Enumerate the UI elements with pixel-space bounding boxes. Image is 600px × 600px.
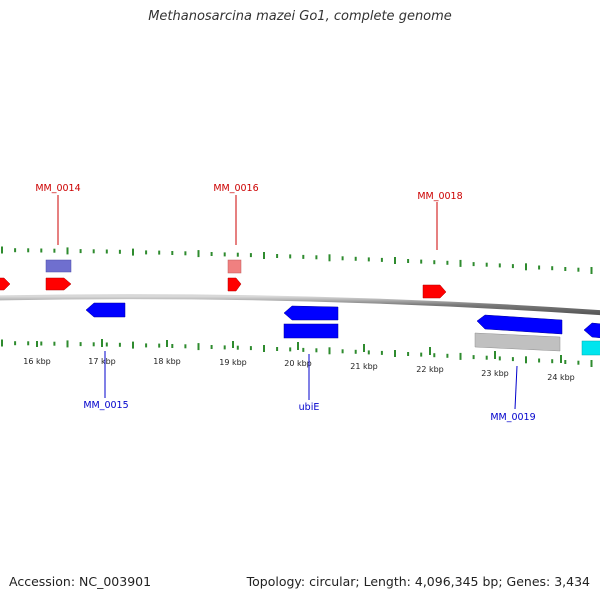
cds-mm0019-upper[interactable] <box>476 314 563 335</box>
gene-label-mm0019[interactable]: MM_0019 <box>490 412 535 423</box>
reverse-gene-labels: MM_0015 ubiE MM_0019 <box>83 351 536 423</box>
scale-label-22kbp: 22 kbp <box>416 365 444 374</box>
gene-label-ubie[interactable]: ubiE <box>299 402 320 413</box>
gene-label-mm0018[interactable]: MM_0018 <box>417 191 462 202</box>
scale-label-20kbp: 20 kbp <box>284 359 312 368</box>
forward-strand-features <box>0 259 447 299</box>
scale-label-16kbp: 16 kbp <box>23 357 51 366</box>
scale-labels: 16 kbp 17 kbp 18 kbp 19 kbp 20 kbp 21 kb… <box>23 339 575 382</box>
genome-title: Methanosarcina mazei Go1, complete genom… <box>148 9 452 24</box>
cds-right-edge[interactable] <box>583 322 600 339</box>
cds-ubie-lower[interactable] <box>283 323 339 339</box>
lower-tick-track <box>1 339 593 367</box>
gene-label-mm0016[interactable]: MM_0016 <box>213 183 258 194</box>
upper-tick-track <box>1 246 593 274</box>
scale-label-17kbp: 17 kbp <box>88 357 116 366</box>
cds-mm0014[interactable] <box>45 277 72 291</box>
cds-left-edge[interactable] <box>0 277 11 291</box>
gene-label-mm0015[interactable]: MM_0015 <box>83 400 128 411</box>
cds-mm0016[interactable] <box>227 277 242 292</box>
feature-mm0014-gene[interactable] <box>45 259 72 273</box>
feature-mm0016-rna[interactable] <box>227 259 242 274</box>
topology-info: Topology: circular; Length: 4,096,345 bp… <box>246 574 590 589</box>
reverse-strand-features <box>85 302 600 356</box>
cds-mm0015[interactable] <box>85 302 126 318</box>
gene-label-mm0014[interactable]: MM_0014 <box>35 183 80 194</box>
cds-ubie-upper[interactable] <box>283 305 339 321</box>
forward-gene-labels: MM_0014 MM_0016 MM_0018 <box>35 183 463 250</box>
callout-line-mm0019 <box>514 365 518 410</box>
scale-label-24kbp: 24 kbp <box>547 373 575 382</box>
scale-label-19kbp: 19 kbp <box>219 358 247 367</box>
cds-mm0018[interactable] <box>422 284 447 299</box>
scale-label-23kbp: 23 kbp <box>481 369 509 378</box>
scale-label-21kbp: 21 kbp <box>350 362 378 371</box>
accession-info: Accession: NC_003901 <box>9 574 152 589</box>
feature-right-edge-cyan[interactable] <box>581 340 600 356</box>
genome-backbone <box>0 294 600 316</box>
scale-label-18kbp: 18 kbp <box>153 357 181 366</box>
feature-mm0019-lower[interactable] <box>474 332 561 352</box>
